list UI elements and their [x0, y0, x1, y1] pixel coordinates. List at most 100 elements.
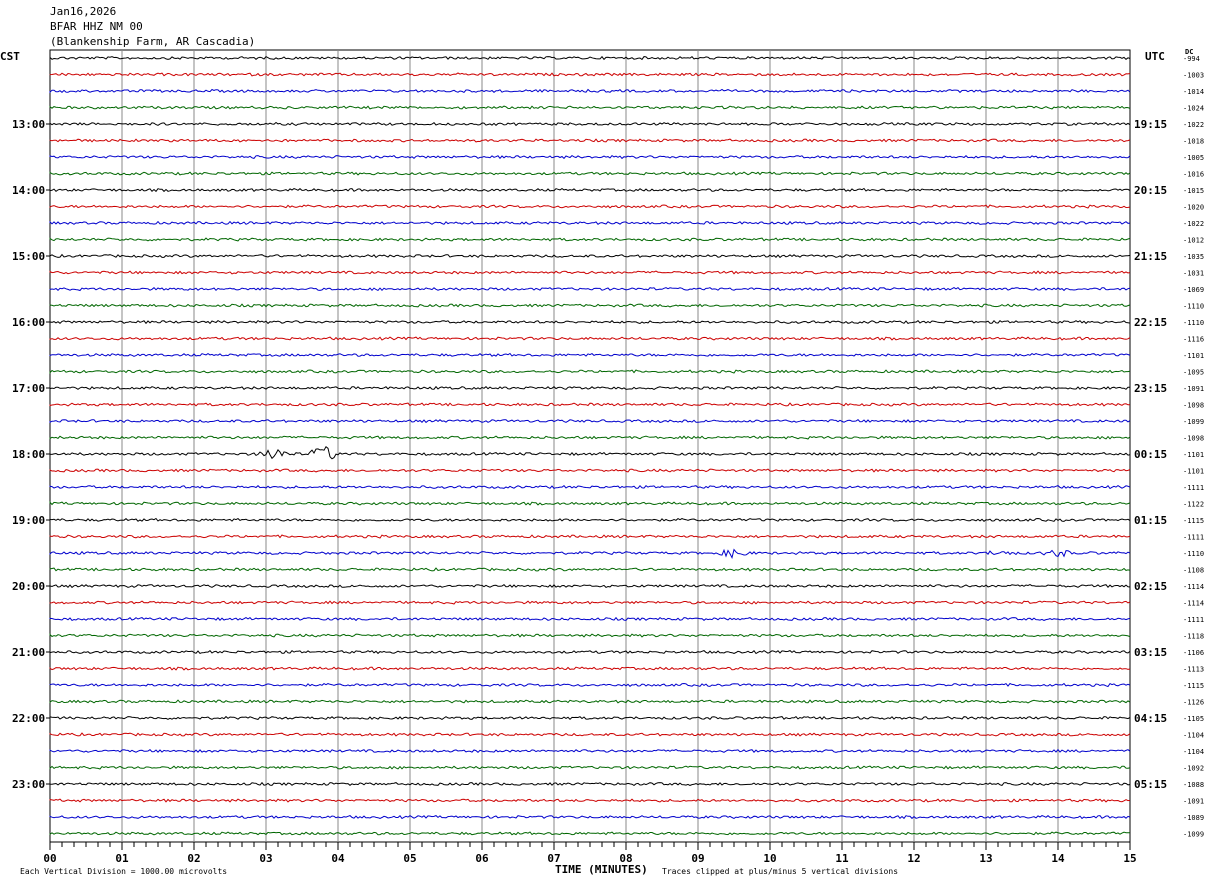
seismic-trace — [49, 517, 1131, 522]
cst-hour-label: 14:00 — [12, 184, 45, 197]
dc-offset-label: -1114 — [1183, 600, 1204, 608]
x-tick-label: 14 — [1051, 852, 1065, 865]
seismic-trace — [49, 270, 1131, 275]
seismic-trace — [49, 732, 1131, 737]
utc-axis-label: UTC — [1145, 50, 1165, 63]
seismic-trace — [49, 204, 1131, 209]
dc-offset-label: -1110 — [1183, 303, 1204, 311]
plot-frame — [49, 49, 1131, 843]
vertical-division-note: Each Vertical Division = 1000.00 microvo… — [20, 867, 228, 876]
seismic-trace — [49, 501, 1131, 506]
dc-offset-label: -1106 — [1183, 649, 1204, 657]
x-tick-label: 07 — [547, 852, 560, 865]
dc-offset-label: -1022 — [1183, 121, 1204, 129]
seismic-trace — [49, 435, 1131, 440]
seismic-trace — [49, 419, 1131, 424]
dc-offset-label: -1115 — [1183, 517, 1204, 525]
seismic-trace — [49, 385, 1131, 390]
seismic-trace — [49, 286, 1131, 292]
cst-hour-label: 23:00 — [12, 778, 45, 791]
seismic-trace — [49, 237, 1131, 242]
dc-offset-label: -1099 — [1183, 831, 1204, 839]
seismic-trace — [49, 548, 1131, 559]
seismic-trace — [49, 402, 1130, 407]
seismic-trace — [49, 715, 1131, 720]
cst-hour-label: 19:00 — [12, 514, 45, 527]
x-tick-label: 04 — [331, 852, 345, 865]
dc-offset-label: -1018 — [1183, 138, 1204, 146]
dc-offset-label: -1111 — [1183, 534, 1204, 542]
seismic-trace — [49, 303, 1131, 308]
seismic-trace — [49, 154, 1131, 160]
dc-offset-label: -1016 — [1183, 171, 1204, 179]
seismic-trace — [49, 187, 1131, 193]
seismic-trace — [49, 781, 1131, 787]
seismic-trace — [49, 584, 1131, 589]
seismic-trace — [49, 699, 1131, 704]
seismic-trace — [49, 369, 1131, 374]
utc-hour-label: 21:15 — [1134, 250, 1167, 263]
dc-offset-label: -1126 — [1183, 699, 1204, 707]
dc-offset-label: -1101 — [1183, 451, 1204, 459]
dc-offset-label: -1003 — [1183, 72, 1204, 80]
dc-offset-label: -1105 — [1183, 715, 1204, 723]
seismic-trace — [49, 616, 1131, 622]
utc-hour-label: 02:15 — [1134, 580, 1167, 593]
dc-offset-label: -1116 — [1183, 336, 1204, 344]
cst-hour-label: 16:00 — [12, 316, 45, 329]
cst-hour-label: 22:00 — [12, 712, 45, 725]
x-tick-label: 05 — [403, 852, 416, 865]
dc-offset-label: -1118 — [1183, 633, 1204, 641]
dc-offset-label: -1122 — [1183, 501, 1204, 509]
channel-label: BFAR HHZ NM 00 — [50, 20, 143, 33]
utc-hour-label: 05:15 — [1134, 778, 1167, 791]
x-tick-label: 15 — [1123, 852, 1136, 865]
dc-offset-label: -1014 — [1183, 88, 1204, 96]
dc-offset-label: -1022 — [1183, 220, 1204, 228]
x-tick-label: 10 — [763, 852, 776, 865]
dc-offset-label: -1005 — [1183, 154, 1204, 162]
seismic-trace — [49, 138, 1131, 143]
seismic-trace — [49, 649, 1131, 655]
dc-offset-label: -1035 — [1183, 253, 1204, 261]
seismic-trace — [49, 72, 1131, 77]
x-tick-label: 09 — [691, 852, 704, 865]
seismic-trace — [49, 666, 1131, 671]
dc-offset-label: -1092 — [1183, 765, 1204, 773]
seismic-trace — [49, 484, 1131, 490]
seismic-trace — [49, 633, 1131, 638]
dc-offset-label: -1098 — [1183, 402, 1204, 410]
x-tick-label: 11 — [835, 852, 849, 865]
dc-label: DC — [1185, 48, 1194, 56]
utc-hour-label: 03:15 — [1134, 646, 1167, 659]
dc-offset-label: -1104 — [1183, 732, 1204, 740]
dc-offset-label: -1015 — [1183, 187, 1204, 195]
dc-offset-label: -1113 — [1183, 666, 1204, 674]
seismic-trace — [49, 445, 1131, 460]
cst-hour-label: 13:00 — [12, 118, 45, 131]
cst-hour-label: 21:00 — [12, 646, 45, 659]
seismic-trace — [49, 220, 1131, 225]
x-tick-label: 00 — [43, 852, 56, 865]
date-label: Jan16,2026 — [50, 5, 117, 18]
dc-offset-label: -994 — [1183, 55, 1200, 63]
seismic-trace — [49, 319, 1131, 325]
seismic-trace — [49, 468, 1131, 473]
x-tick-label: 03 — [259, 852, 272, 865]
dc-offset-label: -1101 — [1183, 352, 1204, 360]
dc-offset-label: -1012 — [1183, 237, 1204, 245]
cst-axis-label: CST — [0, 50, 20, 63]
dc-offset-label: -1069 — [1183, 286, 1204, 294]
seismic-trace — [49, 831, 1131, 836]
seismic-trace — [49, 682, 1131, 688]
seismic-trace — [49, 765, 1131, 770]
dc-offset-label: -1020 — [1183, 204, 1204, 212]
seismic-trace — [49, 336, 1131, 341]
dc-offset-label: -1088 — [1183, 781, 1204, 789]
utc-hour-label: 23:15 — [1134, 382, 1167, 395]
dc-offset-label: -1110 — [1183, 550, 1204, 558]
x-tick-label: 01 — [115, 852, 129, 865]
dc-offset-label: -1104 — [1183, 748, 1204, 756]
site-label: (Blankenship Farm, AR Cascadia) — [50, 35, 256, 48]
